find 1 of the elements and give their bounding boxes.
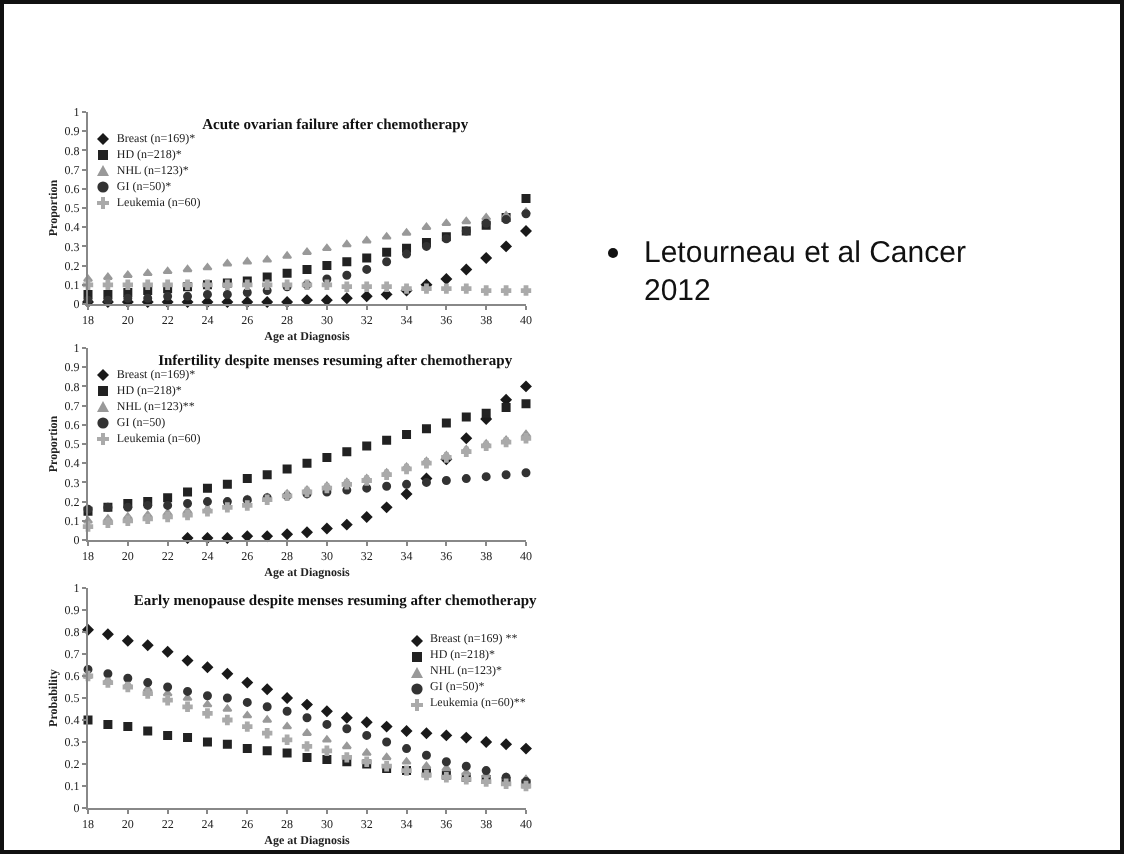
text: Letourneau et al Cancer 2012 — [644, 236, 966, 308]
